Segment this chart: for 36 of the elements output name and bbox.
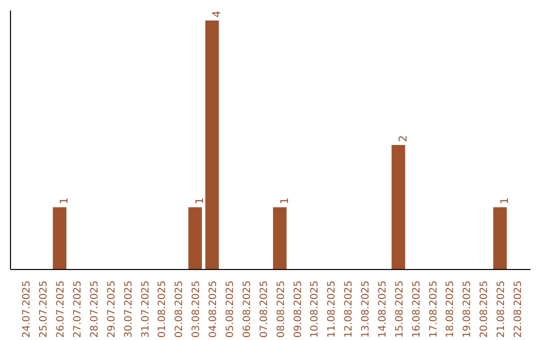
x-tick-label: 27.07.2025 [72, 280, 84, 338]
x-tick-label: 04.08.2025 [208, 280, 220, 338]
x-tick-label: 13.08.2025 [360, 280, 372, 338]
x-tick-label: 24.07.2025 [22, 280, 33, 338]
x-tick-label: 05.08.2025 [225, 280, 236, 338]
data-label: 4 [210, 10, 224, 18]
x-tick-label: 17.08.2025 [428, 280, 440, 338]
x-tick-label: 12.08.2025 [344, 280, 355, 338]
x-tick-label: 30.07.2025 [123, 280, 134, 338]
x-tick-label: 03.08.2025 [191, 280, 202, 338]
x-tick-label: 06.08.2025 [242, 280, 253, 338]
x-tick-label: 07.08.2025 [258, 280, 270, 338]
x-tick-label: 31.07.2025 [140, 280, 152, 338]
x-tick-label: 08.08.2025 [276, 280, 287, 338]
data-label: 1 [498, 197, 512, 204]
x-tick-label: 11.08.2025 [326, 280, 338, 338]
x-tick-label: 09.08.2025 [292, 280, 304, 338]
x-tick-label: 28.07.2025 [89, 280, 100, 338]
data-label: 1 [58, 197, 71, 204]
x-tick-label: 21.08.2025 [496, 280, 508, 338]
x-tick-label: 19.08.2025 [462, 280, 474, 338]
x-tick-label: 18.08.2025 [445, 280, 456, 338]
x-tick-label: 01.08.2025 [157, 280, 168, 338]
x-tick-label: 16.08.2025 [411, 280, 422, 338]
x-tick-label: 15.08.2025 [394, 280, 406, 338]
x-tick-label: 26.07.2025 [56, 280, 67, 338]
x-tick-label: 22.08.2025 [512, 280, 524, 338]
x-tick-label: 25.07.2025 [38, 280, 50, 338]
data-label: 2 [396, 135, 410, 142]
data-label: 1 [278, 197, 291, 204]
x-tick-label: 10.08.2025 [310, 280, 321, 338]
data-label: 1 [193, 197, 206, 204]
x-tick-label: 29.07.2025 [106, 280, 118, 338]
x-tick-label: 02.08.2025 [174, 280, 186, 338]
x-tick-label: 20.08.2025 [479, 280, 490, 338]
x-tick-label: 14.08.2025 [377, 280, 388, 338]
